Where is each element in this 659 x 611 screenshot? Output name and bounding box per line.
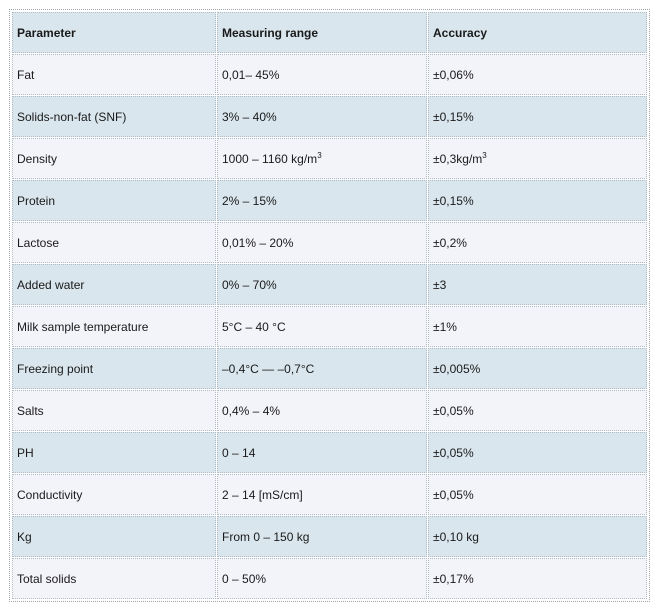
table-row: Density 1000 – 1160 kg/m3 ±0,3kg/m3 xyxy=(12,138,647,179)
table-row: Protein 2% – 15% ±0,15% xyxy=(12,180,647,221)
cell-parameter: Protein xyxy=(12,180,216,221)
header-measuring-range: Measuring range xyxy=(217,12,427,53)
cell-parameter: Solids-non-fat (SNF) xyxy=(12,96,216,137)
cell-range: –0,4°C — –0,7°C xyxy=(217,348,427,389)
cell-range: 1000 – 1160 kg/m3 xyxy=(217,138,427,179)
table-header-row: Parameter Measuring range Accuracy xyxy=(12,12,647,53)
cell-range: From 0 – 150 kg xyxy=(217,516,427,557)
cell-range: 2% – 15% xyxy=(217,180,427,221)
cell-parameter: Milk sample temperature xyxy=(12,306,216,347)
cell-parameter: Lactose xyxy=(12,222,216,263)
cell-accuracy: ±1% xyxy=(428,306,647,347)
cell-range: 0,4% – 4% xyxy=(217,390,427,431)
cell-parameter: Conductivity xyxy=(12,474,216,515)
accuracy-superscript: 3 xyxy=(482,150,487,160)
cell-accuracy: ±0,05% xyxy=(428,432,647,473)
table-row: Solids-non-fat (SNF) 3% – 40% ±0,15% xyxy=(12,96,647,137)
cell-accuracy: ±0,10 kg xyxy=(428,516,647,557)
specifications-table-container: Parameter Measuring range Accuracy Fat 0… xyxy=(9,9,650,602)
cell-accuracy: ±0,05% xyxy=(428,390,647,431)
cell-range: 0,01– 45% xyxy=(217,54,427,95)
cell-parameter: Kg xyxy=(12,516,216,557)
range-superscript: 3 xyxy=(317,150,322,160)
cell-range: 0% – 70% xyxy=(217,264,427,305)
table-row: Milk sample temperature 5°C – 40 °C ±1% xyxy=(12,306,647,347)
accuracy-text: ±0,3kg/m xyxy=(433,151,483,166)
cell-accuracy: ±0,3kg/m3 xyxy=(428,138,647,179)
cell-parameter: Density xyxy=(12,138,216,179)
cell-accuracy: ±0,005% xyxy=(428,348,647,389)
table-row: Total solids 0 – 50% ±0,17% xyxy=(12,558,647,599)
table-row: Salts 0,4% – 4% ±0,05% xyxy=(12,390,647,431)
cell-range: 5°C – 40 °C xyxy=(217,306,427,347)
table-row: Kg From 0 – 150 kg ±0,10 kg xyxy=(12,516,647,557)
cell-parameter: Added water xyxy=(12,264,216,305)
cell-range: 3% – 40% xyxy=(217,96,427,137)
cell-accuracy: ±0,15% xyxy=(428,180,647,221)
cell-parameter: Freezing point xyxy=(12,348,216,389)
cell-range: 0 – 50% xyxy=(217,558,427,599)
cell-parameter: PH xyxy=(12,432,216,473)
cell-accuracy: ±0,17% xyxy=(428,558,647,599)
table-row: PH 0 – 14 ±0,05% xyxy=(12,432,647,473)
header-parameter: Parameter xyxy=(12,12,216,53)
cell-accuracy: ±0,06% xyxy=(428,54,647,95)
cell-range: 2 – 14 [mS/cm] xyxy=(217,474,427,515)
cell-accuracy: ±3 xyxy=(428,264,647,305)
table-row: Added water 0% – 70% ±3 xyxy=(12,264,647,305)
cell-parameter: Salts xyxy=(12,390,216,431)
cell-accuracy: ±0,05% xyxy=(428,474,647,515)
specifications-table: Parameter Measuring range Accuracy Fat 0… xyxy=(11,11,648,600)
table-row: Freezing point –0,4°C — –0,7°C ±0,005% xyxy=(12,348,647,389)
cell-accuracy: ±0,15% xyxy=(428,96,647,137)
table-row: Conductivity 2 – 14 [mS/cm] ±0,05% xyxy=(12,474,647,515)
cell-parameter: Total solids xyxy=(12,558,216,599)
cell-accuracy: ±0,2% xyxy=(428,222,647,263)
cell-range: 0,01% – 20% xyxy=(217,222,427,263)
table-row: Lactose 0,01% – 20% ±0,2% xyxy=(12,222,647,263)
cell-parameter: Fat xyxy=(12,54,216,95)
range-text: 1000 – 1160 kg/m xyxy=(222,151,318,166)
cell-range: 0 – 14 xyxy=(217,432,427,473)
header-accuracy: Accuracy xyxy=(428,12,647,53)
table-row: Fat 0,01– 45% ±0,06% xyxy=(12,54,647,95)
